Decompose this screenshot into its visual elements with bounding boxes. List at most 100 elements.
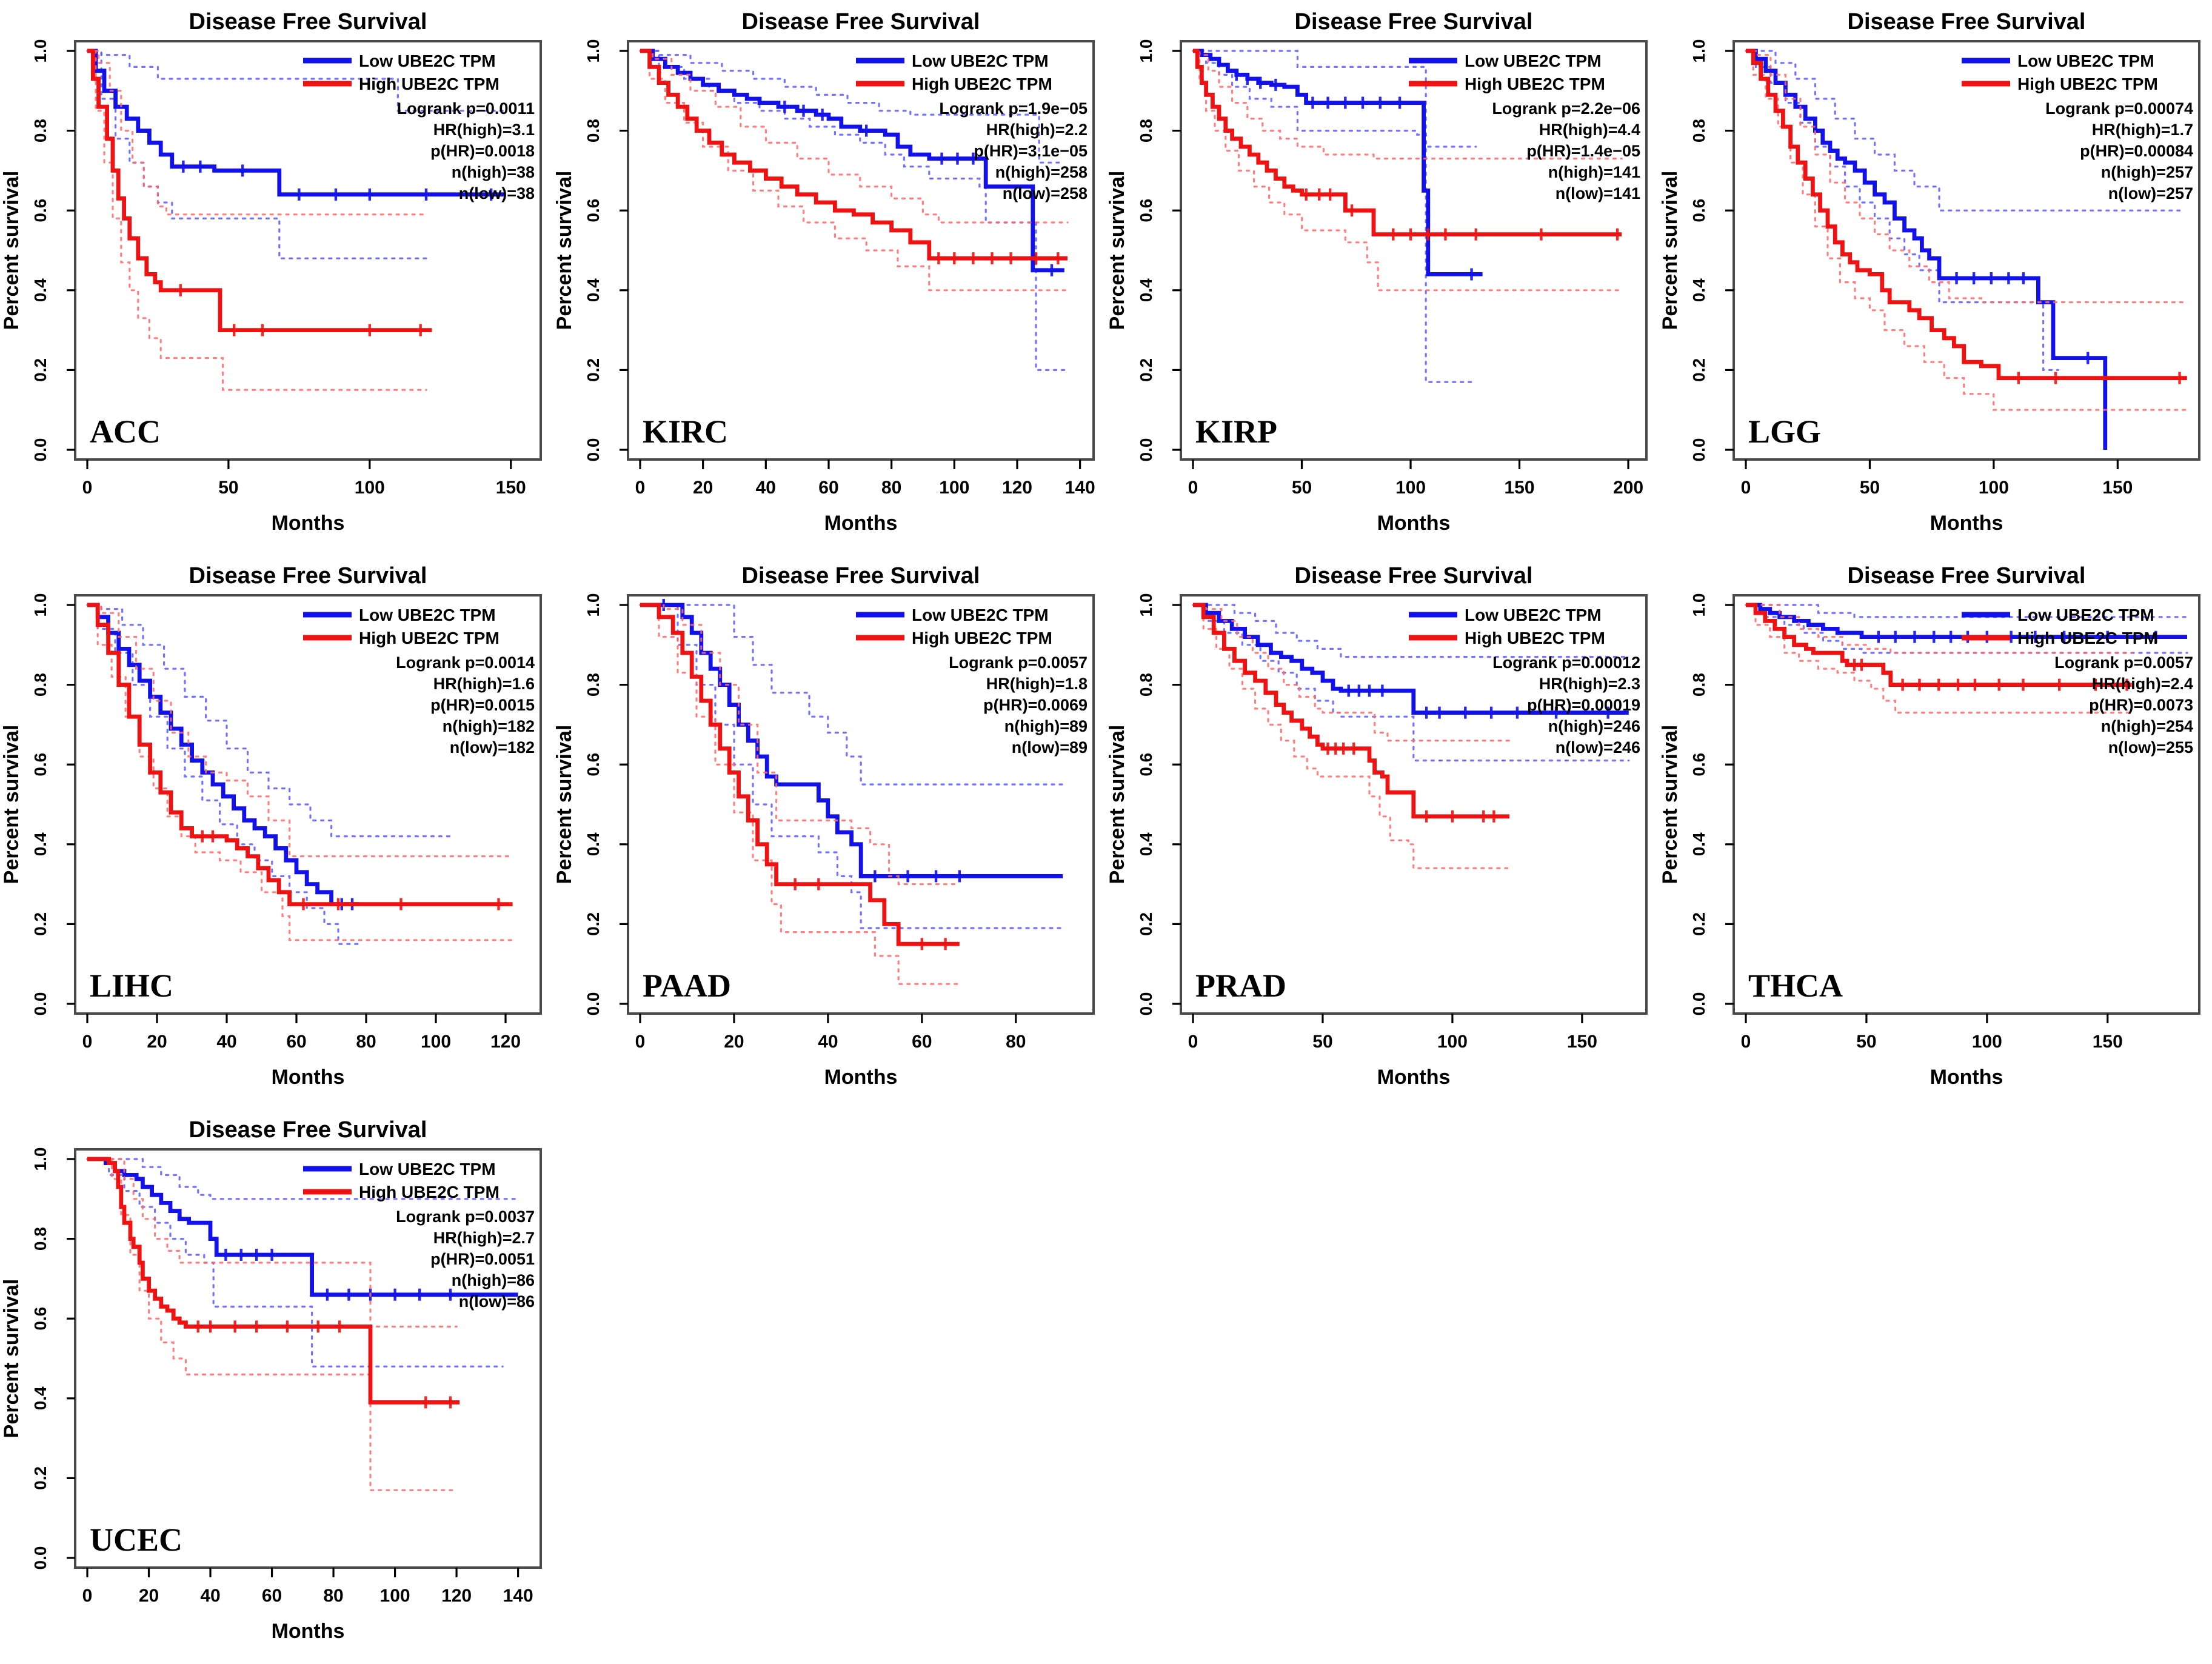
ci-lower-low-curve bbox=[1745, 604, 2188, 654]
y-tick-label: 0.0 bbox=[584, 438, 603, 462]
y-tick-label: 0.2 bbox=[1689, 358, 1708, 382]
stats-line: n(low)=258 bbox=[1003, 184, 1088, 202]
legend-label-low: Low UBE2C TPM bbox=[359, 606, 496, 624]
y-axis-title: Percent survival bbox=[1659, 725, 1682, 884]
x-tick-label: 40 bbox=[200, 1586, 220, 1606]
ci-upper-low-curve bbox=[1745, 50, 2181, 212]
km-curve-high bbox=[640, 48, 1068, 261]
stats-line: Logrank p=0.00012 bbox=[1492, 653, 1640, 672]
x-tick-label: 100 bbox=[380, 1586, 410, 1606]
x-tick-label: 80 bbox=[1006, 1032, 1026, 1052]
km-plot-cell-ucec: Disease Free Survival 0.0 0.2 0.4 0.6 0.8 1.0 0… bbox=[0, 1108, 553, 1662]
legend-label-low: Low UBE2C TPM bbox=[2017, 52, 2154, 70]
x-tick-label: 120 bbox=[490, 1032, 521, 1052]
x-tick-label: 60 bbox=[912, 1032, 932, 1052]
x-tick-label: 150 bbox=[496, 478, 526, 498]
y-axis-title: Percent survival bbox=[1106, 725, 1129, 884]
y-tick-label: 0.2 bbox=[1137, 912, 1155, 936]
plot-box bbox=[1180, 594, 1648, 1015]
plot-box bbox=[74, 40, 542, 461]
y-tick-label: 0.0 bbox=[31, 438, 50, 462]
legend-label-high: High UBE2C TPM bbox=[912, 629, 1052, 647]
stats-line: Logrank p=0.0057 bbox=[2054, 653, 2193, 672]
y-tick-label: 1.0 bbox=[1689, 593, 1708, 617]
x-tick-label: 0 bbox=[635, 478, 646, 498]
km-plot-cell-prad: Disease Free Survival 0.0 0.2 0.4 0.6 0.8 1.0 0… bbox=[1106, 554, 1659, 1108]
x-tick-label: 20 bbox=[139, 1586, 159, 1606]
y-tick-label: 0.4 bbox=[1689, 832, 1708, 856]
y-tick-label: 0.0 bbox=[31, 992, 50, 1016]
y-tick-label: 0.4 bbox=[584, 278, 603, 302]
y-tick-label: 0.0 bbox=[584, 992, 603, 1016]
plot-title: Disease Free Survival bbox=[189, 563, 427, 589]
plot-box bbox=[74, 594, 542, 1015]
legend-label-low: Low UBE2C TPM bbox=[912, 606, 1049, 624]
stats-line: n(low)=255 bbox=[2108, 738, 2193, 757]
y-tick-label: 0.0 bbox=[1137, 992, 1155, 1016]
x-tick-label: 80 bbox=[356, 1032, 376, 1052]
plot-box bbox=[1180, 40, 1648, 461]
cancer-type-label: LIHC bbox=[90, 967, 173, 1004]
legend-label-low: Low UBE2C TPM bbox=[2017, 606, 2154, 624]
stats-line: n(high)=141 bbox=[1548, 163, 1640, 181]
stats-line: p(HR)=0.0069 bbox=[983, 696, 1088, 714]
y-tick-label: 1.0 bbox=[31, 593, 50, 617]
y-tick-label: 0.6 bbox=[584, 753, 603, 777]
km-plot-cell-thca: Disease Free Survival 0.0 0.2 0.4 0.6 0.8 1.0 0… bbox=[1659, 554, 2211, 1108]
y-tick-label: 0.8 bbox=[584, 673, 603, 697]
y-tick-label: 0.4 bbox=[1137, 278, 1155, 302]
x-axis-title: Months bbox=[824, 1066, 898, 1089]
x-tick-label: 20 bbox=[693, 478, 713, 498]
legend-label-low: Low UBE2C TPM bbox=[1465, 606, 1602, 624]
x-tick-label: 150 bbox=[2093, 1032, 2123, 1052]
km-plot-svg-lgg: Disease Free Survival 0.0 0.2 0.4 0.6 0.8 1.0 0… bbox=[1659, 9, 2200, 535]
stats-line: HR(high)=2.4 bbox=[2092, 675, 2193, 693]
legend-label-high: High UBE2C TPM bbox=[359, 1183, 500, 1201]
y-tick-label: 0.0 bbox=[1689, 992, 1708, 1016]
x-tick-label: 150 bbox=[1505, 478, 1535, 498]
ci-upper-high-curve bbox=[1192, 50, 1623, 160]
y-tick-label: 0.2 bbox=[31, 1466, 50, 1490]
ci-upper-high-curve bbox=[639, 50, 1069, 224]
km-curve-high bbox=[87, 48, 432, 332]
km-plot-svg-kirp: Disease Free Survival 0.0 0.2 0.4 0.6 0.8 1.0 0… bbox=[1106, 9, 1648, 535]
x-tick-label: 50 bbox=[1856, 1032, 1876, 1052]
plot-title: Disease Free Survival bbox=[189, 1117, 427, 1143]
x-tick-label: 140 bbox=[503, 1586, 533, 1606]
cancer-type-label: KIRP bbox=[1195, 413, 1277, 450]
stats-line: Logrank p=0.0037 bbox=[396, 1208, 535, 1226]
x-axis-title: Months bbox=[272, 1066, 345, 1089]
y-tick-label: 0.4 bbox=[584, 832, 603, 856]
stats-line: n(high)=254 bbox=[2101, 717, 2193, 735]
legend-label-high: High UBE2C TPM bbox=[1465, 75, 1605, 93]
stats-line: Logrank p=2.2e−06 bbox=[1492, 99, 1640, 118]
y-tick-label: 1.0 bbox=[31, 39, 50, 63]
y-tick-label: 0.4 bbox=[31, 832, 50, 856]
km-curve-low bbox=[640, 48, 1064, 273]
y-tick-label: 1.0 bbox=[1137, 39, 1155, 63]
stats-line: HR(high)=1.7 bbox=[2092, 121, 2193, 139]
ci-upper-high-curve bbox=[1745, 50, 2188, 304]
km-curve-low bbox=[1746, 603, 2187, 639]
y-tick-label: 0.6 bbox=[1137, 753, 1155, 777]
km-plot-svg-ucec: Disease Free Survival 0.0 0.2 0.4 0.6 0.8 1.0 0… bbox=[0, 1117, 542, 1643]
y-tick-label: 0.8 bbox=[1137, 673, 1155, 697]
y-axis-title: Percent survival bbox=[553, 171, 576, 330]
legend-label-high: High UBE2C TPM bbox=[359, 629, 500, 647]
km-plot-cell-lgg: Disease Free Survival 0.0 0.2 0.4 0.6 0.8 1.0 0… bbox=[1659, 0, 2211, 554]
km-curve-low bbox=[87, 603, 359, 906]
stats-line: p(HR)=0.0018 bbox=[430, 142, 535, 160]
x-tick-label: 100 bbox=[421, 1032, 451, 1052]
x-axis-title: Months bbox=[824, 512, 898, 535]
ci-upper-high-curve bbox=[1192, 604, 1511, 742]
km-plot-cell-paad: Disease Free Survival 0.0 0.2 0.4 0.6 0.8 1.0 0… bbox=[553, 554, 1106, 1108]
ci-lower-high-curve bbox=[1745, 604, 2133, 714]
stats-line: HR(high)=3.1 bbox=[433, 121, 535, 139]
plot-box bbox=[627, 594, 1095, 1015]
x-tick-label: 120 bbox=[441, 1586, 472, 1606]
plot-title: Disease Free Survival bbox=[742, 9, 980, 35]
stats-line: n(high)=257 bbox=[2101, 163, 2193, 181]
x-tick-label: 20 bbox=[147, 1032, 167, 1052]
x-tick-label: 50 bbox=[218, 478, 238, 498]
y-tick-label: 0.4 bbox=[31, 278, 50, 302]
